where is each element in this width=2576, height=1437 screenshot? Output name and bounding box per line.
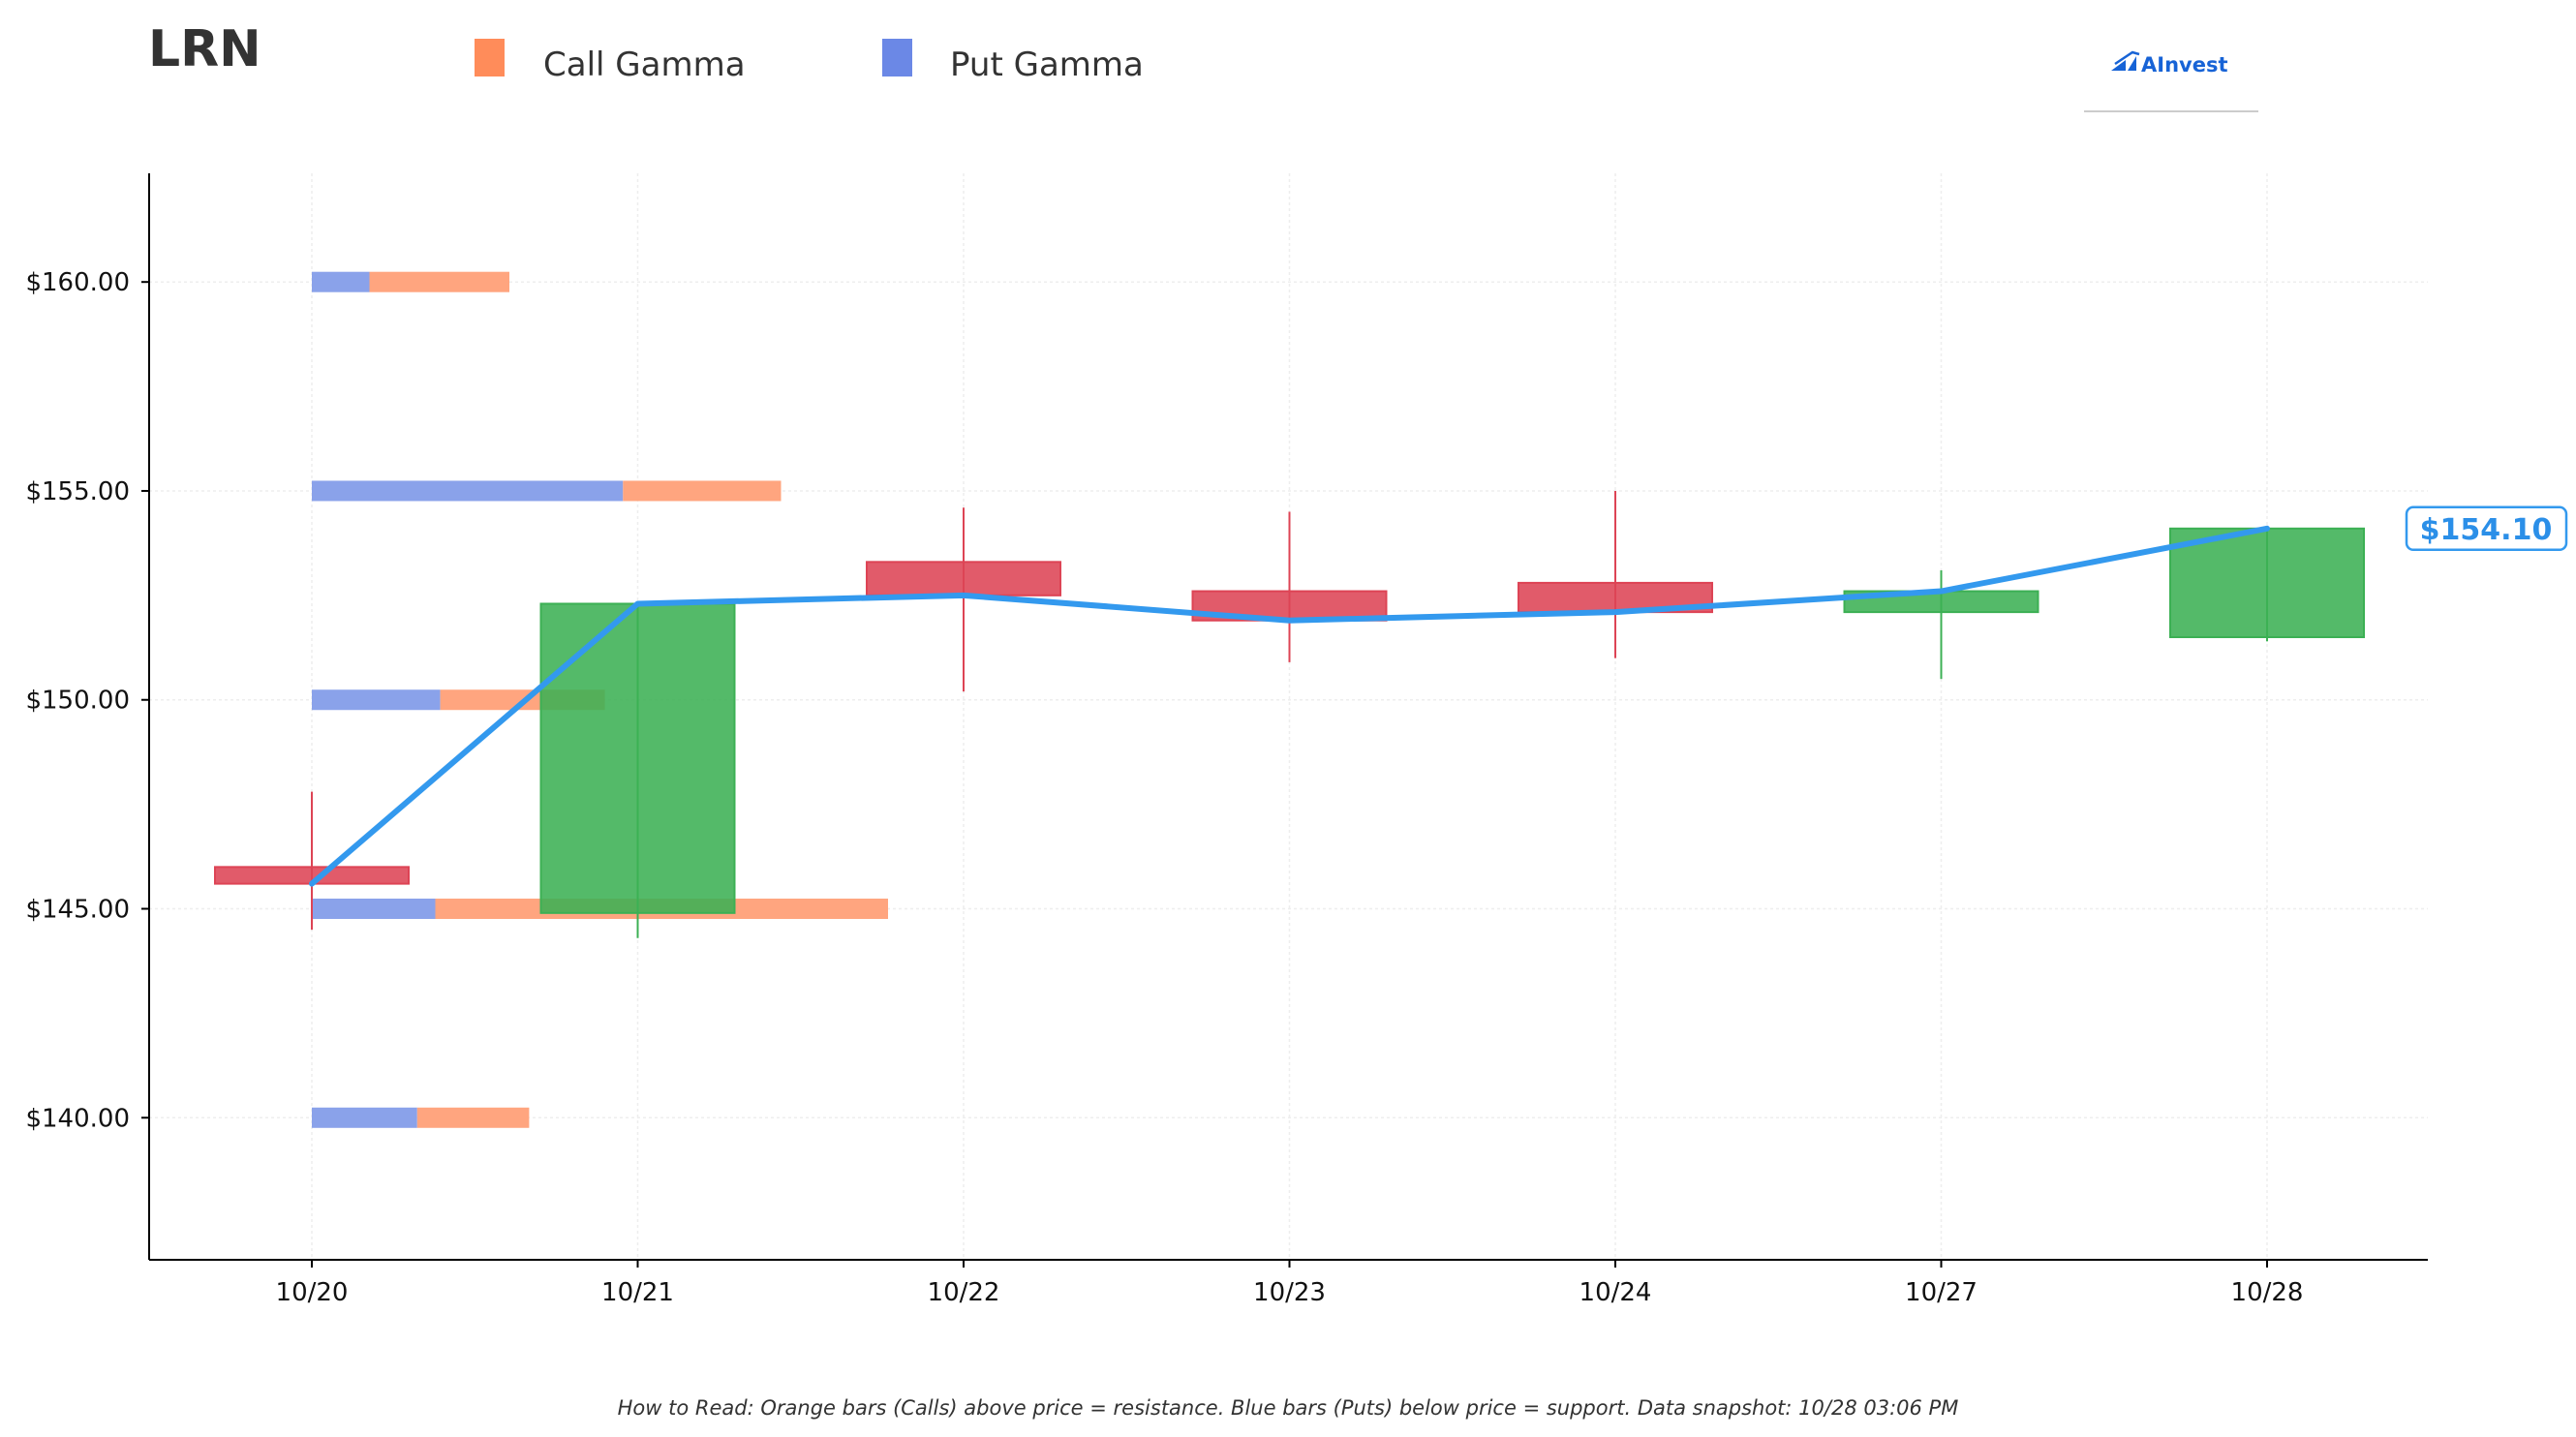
candle-body-down xyxy=(866,561,1061,596)
axes: $140.00 $145.00 $150.00 $155.00 $160.00 10/20… xyxy=(25,173,2428,1307)
ainvest-chart-icon xyxy=(2111,50,2140,71)
x-tick-label: 10/27 xyxy=(1905,1278,1978,1307)
how-to-read-note: How to Read: Orange bars (Calls) above p… xyxy=(618,1396,1959,1420)
x-tick-label: 10/20 xyxy=(276,1278,349,1307)
last-price-label: $154.10 xyxy=(2420,513,2553,547)
x-tick-label: 10/22 xyxy=(928,1278,1000,1307)
put-gamma-legend-swatch xyxy=(882,39,912,76)
y-tick-label: $155.00 xyxy=(25,477,130,506)
put-gamma-bar xyxy=(312,480,624,502)
x-tick-label: 10/23 xyxy=(1253,1278,1326,1307)
put-gamma-bar xyxy=(312,1107,417,1128)
grid-lines xyxy=(149,173,2428,1260)
put-gamma-legend-label: Put Gamma xyxy=(950,46,1144,84)
candle-body-up xyxy=(2169,527,2365,639)
y-tick-label: $150.00 xyxy=(25,687,130,716)
last-price-box xyxy=(2405,505,2568,552)
legend: Call Gamma Put Gamma xyxy=(475,39,1144,84)
candlesticks xyxy=(214,490,2365,938)
x-tick-label: 10/21 xyxy=(601,1278,674,1307)
put-gamma-bar xyxy=(312,271,370,292)
close-price-polyline xyxy=(309,525,2270,887)
close-price-line xyxy=(309,525,2270,887)
put-gamma-bar xyxy=(312,689,441,711)
call-gamma-legend-swatch xyxy=(475,39,505,76)
call-gamma-legend-label: Call Gamma xyxy=(543,46,746,84)
y-tick-label: $140.00 xyxy=(25,1104,130,1133)
call-gamma-bar xyxy=(623,480,782,502)
ainvest-logo-text: AInvest xyxy=(2141,53,2228,76)
last-price-badge: $154.10 xyxy=(2405,505,2568,552)
chart-title: LRN xyxy=(148,20,261,78)
ainvest-logo: AInvest xyxy=(2084,50,2258,112)
x-tick-label: 10/24 xyxy=(1579,1278,1652,1307)
call-gamma-bar xyxy=(369,271,509,292)
candle-body-up xyxy=(539,602,736,914)
y-tick-label: $145.00 xyxy=(25,896,130,925)
y-tick-label: $160.00 xyxy=(25,268,130,297)
x-tick-label: 10/28 xyxy=(2231,1278,2304,1307)
call-gamma-bar xyxy=(416,1107,530,1128)
put-gamma-bar xyxy=(312,899,436,920)
